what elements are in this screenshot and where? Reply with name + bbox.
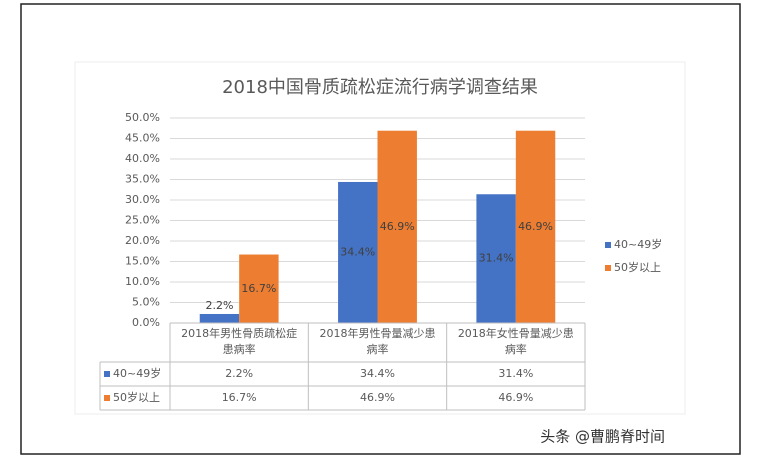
y-tick-label: 5.0% — [132, 296, 160, 309]
y-tick-label: 40.0% — [125, 152, 160, 165]
bar — [515, 130, 556, 323]
x-tick-label: 2018年男性骨质疏松症患病率 — [181, 327, 298, 356]
x-tick-label: 2018年男性骨量减少患病率 — [319, 327, 436, 356]
table-row-header: 40~49岁 — [113, 366, 161, 380]
legend-key — [605, 265, 611, 271]
bar — [476, 194, 516, 323]
table-legend-key — [104, 395, 110, 401]
table-cell: 16.7% — [222, 391, 257, 404]
legend-label: 40~49岁 — [614, 237, 662, 251]
y-tick-label: 35.0% — [125, 173, 160, 186]
data-label: 2.2% — [205, 299, 233, 312]
bar — [338, 181, 378, 323]
table-legend-key — [104, 371, 110, 377]
data-label: 46.9% — [380, 220, 415, 233]
chart-title: 2018中国骨质疏松症流行病学调查结果 — [222, 77, 538, 98]
data-label: 34.4% — [340, 245, 375, 258]
table-row-header: 50岁以上 — [113, 390, 160, 404]
y-tick-label: 15.0% — [125, 255, 160, 268]
y-tick-label: 30.0% — [125, 193, 160, 206]
y-tick-label: 50.0% — [125, 111, 160, 124]
watermark: 头条 @曹鹏脊时间 — [540, 428, 665, 446]
bar — [377, 130, 417, 323]
legend-label: 50岁以上 — [614, 260, 661, 274]
bar — [199, 313, 240, 323]
data-label: 31.4% — [479, 252, 514, 265]
legend-key — [605, 242, 611, 248]
x-tick-label: 2018年女性骨量减少患病率 — [457, 327, 574, 356]
chart-area — [74, 61, 686, 415]
y-tick-label: 25.0% — [125, 214, 160, 227]
y-tick-label: 45.0% — [125, 132, 160, 145]
table-cell: 46.9% — [498, 391, 533, 404]
data-label: 46.9% — [518, 220, 553, 233]
frame — [20, 3, 741, 455]
table-cell: 31.4% — [498, 367, 533, 380]
data-label: 16.7% — [241, 282, 276, 295]
table-cell: 46.9% — [360, 391, 395, 404]
y-tick-label: 10.0% — [125, 275, 160, 288]
bar — [239, 254, 279, 323]
table-cell: 2.2% — [225, 367, 253, 380]
y-tick-label: 20.0% — [125, 234, 160, 247]
table-cell: 34.4% — [360, 367, 395, 380]
y-tick-label: 0.0% — [132, 316, 160, 329]
